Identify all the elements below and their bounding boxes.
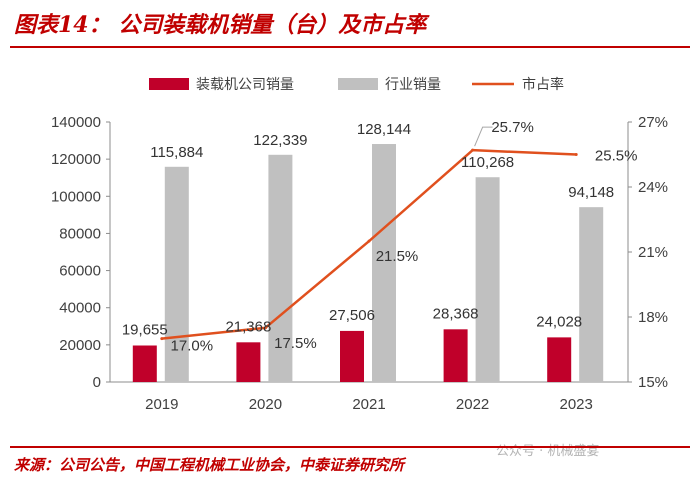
right-tick-label: 27% [638, 114, 668, 131]
left-tick-label: 20000 [59, 337, 101, 354]
share-point [574, 153, 578, 156]
left-tick-label: 140000 [51, 114, 101, 131]
left-tick-label: 80000 [59, 225, 101, 242]
share-label: 21.5% [376, 248, 419, 265]
x-tick-label: 2021 [352, 396, 385, 413]
industry-sales-bar [268, 154, 293, 382]
x-tick-label: 2020 [249, 396, 282, 413]
figure-title: 图表14： 公司装载机销量（台）及市占率 [14, 12, 427, 38]
left-tick-label: 120000 [51, 151, 101, 168]
bars [132, 144, 604, 382]
legend: 装载机公司销量 行业销量 市占率 [149, 76, 564, 92]
legend-industry-swatch [338, 78, 378, 90]
share-point [367, 239, 371, 243]
left-tick-label: 60000 [59, 263, 101, 280]
right-tick-label: 18% [638, 309, 668, 326]
industry-sales-bar [475, 177, 500, 382]
axes: 0 20000 40000 60000 80000 100000 120000 140000 1… [51, 114, 668, 413]
x-tick-label: 2022 [456, 396, 489, 413]
company-sales-bar [547, 337, 572, 382]
share-point [471, 148, 475, 152]
share-point [263, 326, 267, 330]
company-sales-label: 19,655 [122, 321, 168, 338]
source-divider [10, 446, 690, 448]
company-sales-bar [236, 342, 261, 382]
watermark-text: 公众号 · 机械盛宴 [496, 444, 600, 459]
right-tick-label: 15% [638, 374, 668, 391]
industry-sales-label: 128,144 [357, 121, 411, 138]
industry-sales-bar [579, 207, 604, 382]
industry-sales-label: 110,268 [461, 154, 514, 171]
legend-company-swatch [149, 78, 189, 90]
industry-sales-bar [372, 144, 396, 382]
industry-sales-label: 94,148 [568, 184, 614, 201]
industry-sales-bar [164, 166, 189, 382]
left-tick-label: 100000 [51, 188, 101, 205]
right-tick-label: 24% [638, 179, 668, 196]
legend-share-label: 市占率 [522, 76, 564, 92]
legend-company-label: 装载机公司销量 [196, 76, 294, 92]
data-labels: 19,655 115,884 21,368 122,339 27,506 128,144 2… [122, 119, 638, 354]
share-label: 25.7% [491, 119, 534, 136]
share-label: 17.5% [274, 335, 317, 352]
company-sales-label: 21,368 [225, 318, 271, 335]
x-tick-label: 2023 [560, 396, 593, 413]
industry-sales-label: 115,884 [150, 144, 203, 161]
right-tick-label: 21% [638, 244, 668, 261]
company-sales-bar [340, 330, 364, 382]
share-label: 17.0% [171, 338, 214, 355]
share-line [160, 148, 578, 341]
company-sales-label: 27,506 [329, 307, 375, 324]
company-sales-bar [132, 345, 157, 382]
title-divider [10, 46, 690, 48]
company-sales-bar [443, 329, 468, 382]
x-tick-label: 2019 [145, 396, 178, 413]
left-tick-label: 0 [93, 374, 101, 391]
source-note: 来源：公司公告，中国工程机械工业协会，中泰证券研究所 [14, 456, 405, 474]
share-leader-line [474, 126, 493, 147]
share-label: 25.5% [595, 148, 638, 165]
company-sales-label: 24,028 [536, 313, 582, 330]
share-point [160, 337, 164, 341]
company-sales-label: 28,368 [433, 305, 479, 322]
left-tick-label: 40000 [59, 300, 101, 317]
legend-industry-label: 行业销量 [385, 76, 441, 92]
industry-sales-label: 122,339 [253, 132, 307, 149]
